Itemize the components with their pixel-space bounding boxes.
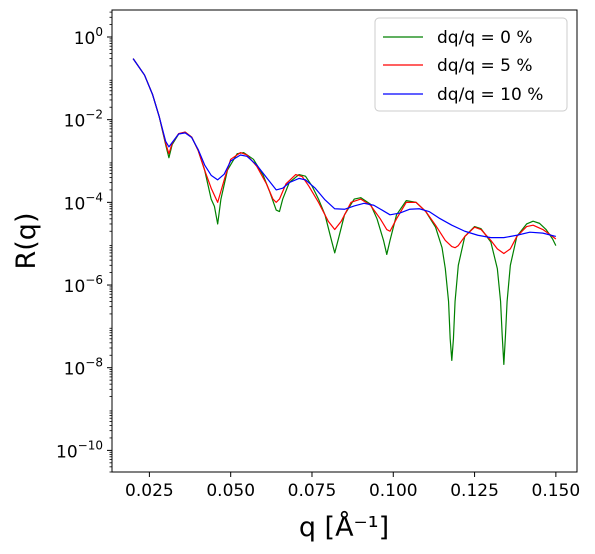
series-line-0: [132, 58, 557, 366]
legend-label-1: dq/q = 5 %: [437, 56, 533, 76]
plot-frame: [111, 9, 578, 473]
y-axis-title: R(q): [11, 213, 42, 270]
x-tick-label: 0.025: [125, 481, 174, 501]
y-tick-label: 100: [74, 25, 103, 49]
x-tick-label: 0.150: [532, 481, 581, 501]
series-layer: [132, 58, 557, 366]
series-line-2: [132, 58, 557, 239]
y-tick-label: 10−6: [64, 273, 103, 297]
x-axis-title: q [Å⁻¹]: [299, 511, 389, 543]
x-tick-label: 0.125: [450, 481, 499, 501]
y-tick-label: 10−2: [64, 108, 103, 132]
y-tick-label: 10−10: [56, 438, 103, 462]
y-axis: 10−10 10−8 10−6 10−4 10−2 100: [56, 11, 112, 473]
y-tick-label: 10−8: [64, 356, 103, 380]
legend-label-2: dq/q = 10 %: [437, 85, 543, 105]
x-axis: 0.025 0.050 0.075 0.100 0.125 0.150: [125, 472, 580, 501]
y-tick-label: 10−4: [64, 190, 103, 214]
legend: dq/q = 0 % dq/q = 5 % dq/q = 10 %: [374, 17, 568, 112]
x-tick-label: 0.075: [288, 481, 337, 501]
x-tick-label: 0.100: [369, 481, 418, 501]
legend-label-0: dq/q = 0 %: [437, 28, 533, 48]
legend-box: [374, 17, 568, 112]
x-tick-label: 0.050: [206, 481, 255, 501]
